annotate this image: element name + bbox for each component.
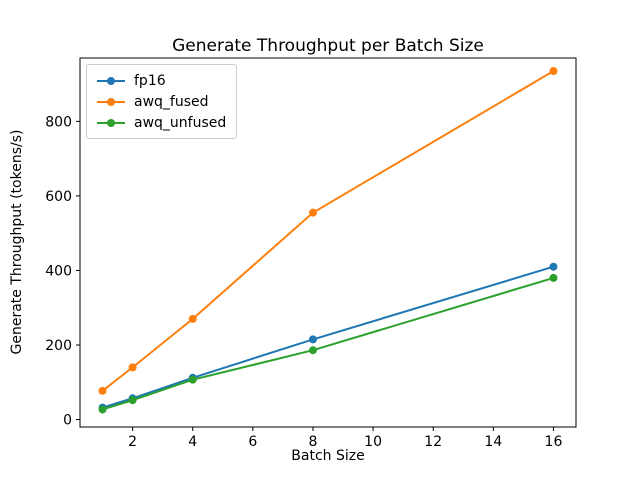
legend-item-awq_unfused: awq_unfused xyxy=(96,112,226,133)
data-point-awq_unfused xyxy=(128,396,137,405)
legend-marker xyxy=(107,76,115,85)
x-tick-label: 6 xyxy=(248,434,257,450)
data-point-awq_fused xyxy=(188,314,197,323)
data-point-awq_unfused xyxy=(98,405,107,414)
legend-swatch-awq_unfused xyxy=(97,118,125,127)
y-tick-label: 800 xyxy=(45,114,72,130)
x-axis-label: Batch Size xyxy=(291,448,365,464)
x-tick-label: 14 xyxy=(484,434,502,450)
x-tick-label: 8 xyxy=(309,434,318,450)
data-point-awq_fused xyxy=(98,386,107,395)
y-axis-label: Generate Throughput (tokens/s) xyxy=(9,129,25,355)
x-tick-label: 10 xyxy=(364,434,382,450)
data-point-awq_fused xyxy=(128,363,137,372)
legend-item-fp16: fp16 xyxy=(96,70,226,91)
legend-label: awq_fused xyxy=(134,93,209,110)
data-point-fp16 xyxy=(549,262,558,271)
legend-marker xyxy=(107,118,115,127)
data-point-awq_unfused xyxy=(308,346,317,355)
data-point-awq_fused xyxy=(308,208,317,217)
data-point-awq_unfused xyxy=(188,375,197,384)
x-tick-label: 4 xyxy=(188,434,197,450)
legend: fp16 awq_fused awq_unfused xyxy=(86,64,238,139)
x-tick-label: 16 xyxy=(545,434,563,450)
axes-frame xyxy=(79,57,577,428)
x-tick-label: 2 xyxy=(128,434,137,450)
y-tick-label: 600 xyxy=(45,189,72,205)
legend-marker xyxy=(107,97,115,106)
legend-swatch-awq_fused xyxy=(97,97,125,106)
series-line-awq_unfused xyxy=(102,276,554,411)
chart-title: Generate Throughput per Batch Size xyxy=(172,36,484,56)
x-tick-label: 12 xyxy=(424,434,442,450)
legend-swatch-fp16 xyxy=(97,76,125,85)
y-tick-label: 200 xyxy=(45,338,72,354)
legend-label: fp16 xyxy=(134,72,166,89)
data-point-fp16 xyxy=(308,335,317,344)
y-tick-label: 0 xyxy=(63,413,72,429)
data-point-awq_fused xyxy=(549,67,558,76)
legend-item-awq_fused: awq_fused xyxy=(96,91,226,112)
y-tick-label: 400 xyxy=(45,263,72,279)
legend-label: awq_unfused xyxy=(134,114,227,131)
data-point-awq_unfused xyxy=(549,273,558,282)
